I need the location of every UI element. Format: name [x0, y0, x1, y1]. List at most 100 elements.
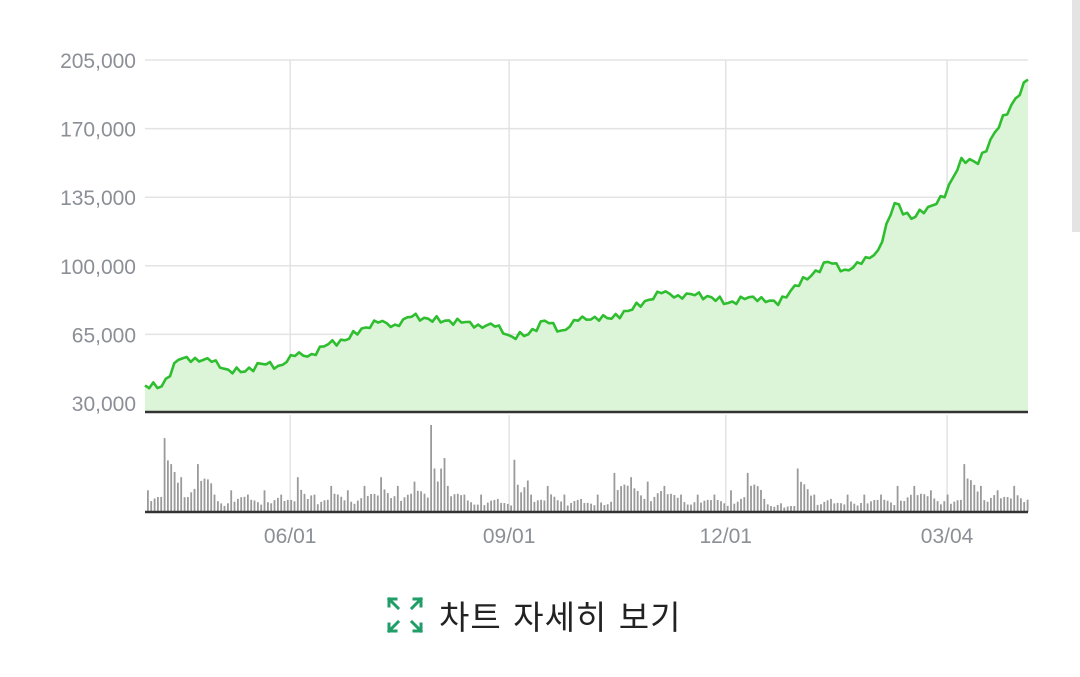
volume-bar-39 [277, 497, 279, 512]
volume-bar-4 [160, 496, 163, 512]
volume-bar-223 [890, 502, 892, 512]
volume-bar-212 [853, 503, 856, 512]
volume-bar-15 [197, 464, 199, 512]
volume-bar-261 [1016, 495, 1019, 512]
volume-bar-31 [250, 499, 253, 512]
volume-bar-243 [956, 500, 959, 512]
volume-bar-234 [926, 496, 929, 512]
volume-bar-186 [766, 504, 769, 512]
volume-bar-119 [543, 500, 546, 512]
volume-bar-204 [826, 500, 829, 512]
volume-bar-121 [550, 494, 552, 512]
volume-bar-132 [586, 502, 589, 512]
volume-bar-241 [950, 503, 952, 512]
volume-bar-18 [207, 479, 209, 512]
view-chart-detail-button[interactable]: 차트 자세히 보기 [385, 590, 682, 640]
volume-bar-129 [576, 499, 579, 512]
volume-bar-19 [210, 483, 213, 512]
volume-bar-155 [663, 485, 666, 512]
volume-bar-107 [503, 503, 506, 512]
volume-bar-217 [870, 501, 872, 512]
volume-bar-59 [343, 500, 346, 512]
volume-bar-173 [723, 503, 726, 512]
volume-bars [145, 425, 1029, 514]
volume-bar-77 [403, 497, 406, 512]
volume-bar-96 [466, 500, 469, 512]
volume-bar-188 [773, 506, 776, 512]
volume-bar-169 [710, 500, 712, 512]
volume-bar-100 [480, 494, 482, 512]
volume-bar-175 [730, 490, 732, 513]
volume-bar-226 [900, 500, 902, 512]
volume-bar-180 [746, 472, 749, 512]
volume-bar-12 [187, 497, 189, 512]
volume-bar-54 [326, 499, 329, 512]
volume-bar-209 [843, 504, 846, 512]
volume-bar-22 [220, 503, 223, 512]
volume-bar-151 [650, 501, 652, 512]
volume-bar-230 [913, 485, 916, 512]
volume-bar-178 [740, 498, 742, 512]
volume-bar-161 [683, 502, 686, 512]
volume-bar-5 [163, 438, 166, 513]
volume-bar-114 [526, 480, 529, 512]
volume-bar-202 [820, 504, 822, 512]
volume-bar-147 [636, 491, 639, 512]
volume-bar-111 [516, 484, 519, 512]
volume-bar-2 [153, 498, 156, 512]
scrollbar[interactable] [1072, 0, 1080, 232]
volume-bar-174 [726, 505, 729, 512]
volume-bar-45 [296, 477, 299, 512]
volume-bar-249 [976, 491, 979, 512]
volume-bar-220 [880, 494, 882, 512]
volume-bar-41 [283, 501, 286, 512]
volume-bar-46 [300, 489, 303, 512]
volume-bar-117 [536, 500, 539, 512]
volume-bar-68 [373, 493, 376, 512]
volume-bar-28 [240, 497, 243, 512]
volume-bar-181 [750, 485, 752, 512]
volume-bar-34 [260, 504, 263, 512]
volume-bar-112 [520, 492, 522, 512]
volume-bar-251 [983, 500, 986, 512]
volume-bar-233 [923, 494, 926, 512]
volume-bar-32 [253, 500, 256, 512]
volume-bar-242 [953, 501, 956, 512]
volume-bar-38 [273, 500, 276, 512]
price-area [145, 79, 1028, 412]
volume-bar-215 [863, 494, 866, 512]
volume-bar-163 [690, 504, 692, 512]
volume-bar-37 [270, 503, 273, 512]
volume-bar-221 [883, 499, 886, 512]
price-line [144, 78, 1029, 414]
volume-bar-16 [200, 480, 203, 512]
volume-bar-149 [643, 498, 646, 512]
y-tick-label: 170,000 [60, 119, 136, 142]
volume-bar-105 [496, 498, 499, 512]
volume-bar-42 [286, 499, 289, 512]
volume-bar-138 [606, 504, 609, 512]
volume-bar-113 [523, 487, 526, 512]
volume-bar-64 [360, 498, 363, 512]
volume-bar-7 [170, 464, 173, 512]
volume-bar-263 [1023, 502, 1026, 512]
volume-bar-165 [696, 494, 699, 512]
volume-bar-136 [600, 502, 602, 512]
volume-bar-83 [423, 493, 426, 512]
volume-bar-74 [393, 496, 396, 512]
volume-bar-84 [426, 497, 429, 512]
volume-bar-6 [167, 460, 169, 512]
volume-bar-224 [893, 505, 896, 512]
volume-bar-65 [363, 485, 366, 512]
volume-bar-194 [793, 506, 796, 512]
volume-bar-260 [1013, 485, 1016, 512]
volume-bar-253 [990, 497, 992, 512]
volume-bar-44 [293, 501, 296, 512]
volume-bar-160 [680, 494, 682, 512]
volume-bar-27 [237, 498, 239, 512]
volume-bar-98 [473, 504, 476, 512]
volume-bar-67 [370, 494, 372, 512]
volume-bar-86 [433, 468, 436, 512]
volume-bar-258 [1006, 497, 1009, 512]
volume-bar-193 [790, 506, 792, 512]
